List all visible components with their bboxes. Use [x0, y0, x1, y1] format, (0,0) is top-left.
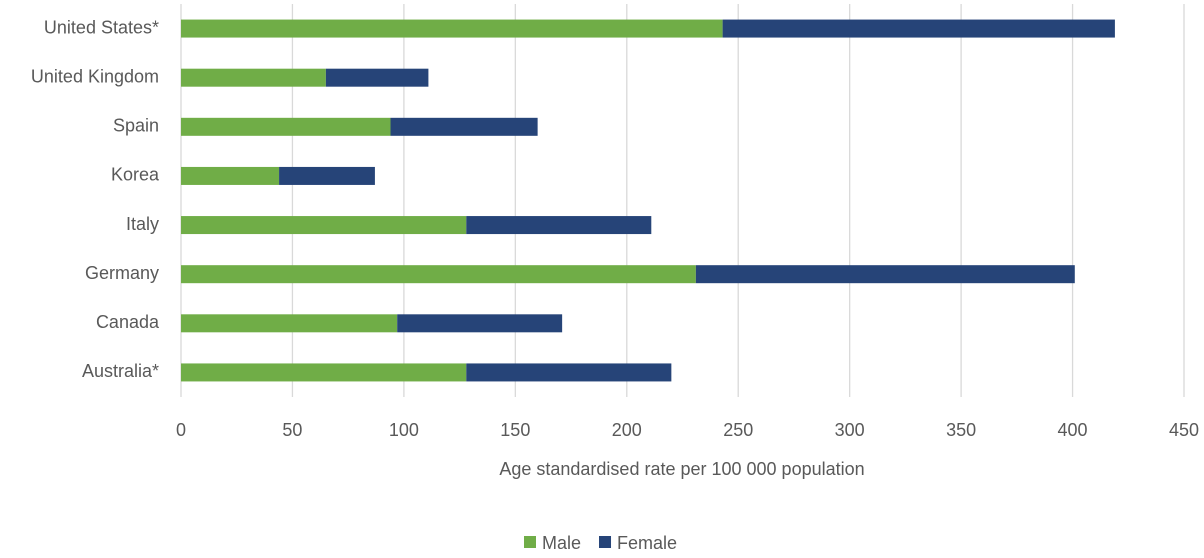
bar-segment — [181, 216, 467, 235]
bar-segment — [722, 19, 1115, 38]
x-axis-title: Age standardised rate per 100 000 popula… — [499, 459, 864, 479]
y-tick-label: United States* — [44, 17, 159, 37]
bar-segment — [181, 117, 391, 136]
bar-segment — [181, 166, 280, 185]
bar-segment — [181, 19, 723, 38]
x-tick-label: 50 — [282, 420, 302, 440]
bar-segment — [181, 68, 326, 87]
y-tick-label: United Kingdom — [31, 66, 159, 86]
x-tick-label: 150 — [500, 420, 530, 440]
bar-segment — [695, 265, 1075, 284]
x-tick-label: 250 — [723, 420, 753, 440]
x-tick-label: 350 — [946, 420, 976, 440]
bar-segment — [325, 68, 429, 87]
legend-swatch — [599, 536, 612, 548]
x-tick-label: 200 — [612, 420, 642, 440]
y-tick-label: Italy — [126, 214, 159, 234]
legend-swatch — [524, 536, 536, 548]
legend-label: Male — [542, 533, 581, 553]
legend-label: Female — [617, 533, 677, 553]
x-tick-label: 450 — [1169, 420, 1199, 440]
bar-segment — [181, 363, 467, 382]
bar-segment — [181, 265, 696, 284]
bar-segment — [397, 314, 563, 333]
x-tick-label: 100 — [389, 420, 419, 440]
bar-segment — [279, 166, 375, 185]
x-tick-label: 0 — [176, 420, 186, 440]
y-tick-label: Canada — [96, 312, 160, 332]
x-tick-label: 300 — [835, 420, 865, 440]
bar-segment — [466, 216, 652, 235]
x-tick-label: 400 — [1058, 420, 1088, 440]
y-tick-label: Korea — [111, 165, 160, 185]
bar-segment — [390, 117, 538, 136]
y-tick-label: Spain — [113, 116, 159, 136]
y-tick-label: Australia* — [82, 361, 159, 381]
bar-segment — [466, 363, 672, 382]
bar-segment — [181, 314, 398, 333]
y-tick-label: Germany — [85, 263, 159, 283]
